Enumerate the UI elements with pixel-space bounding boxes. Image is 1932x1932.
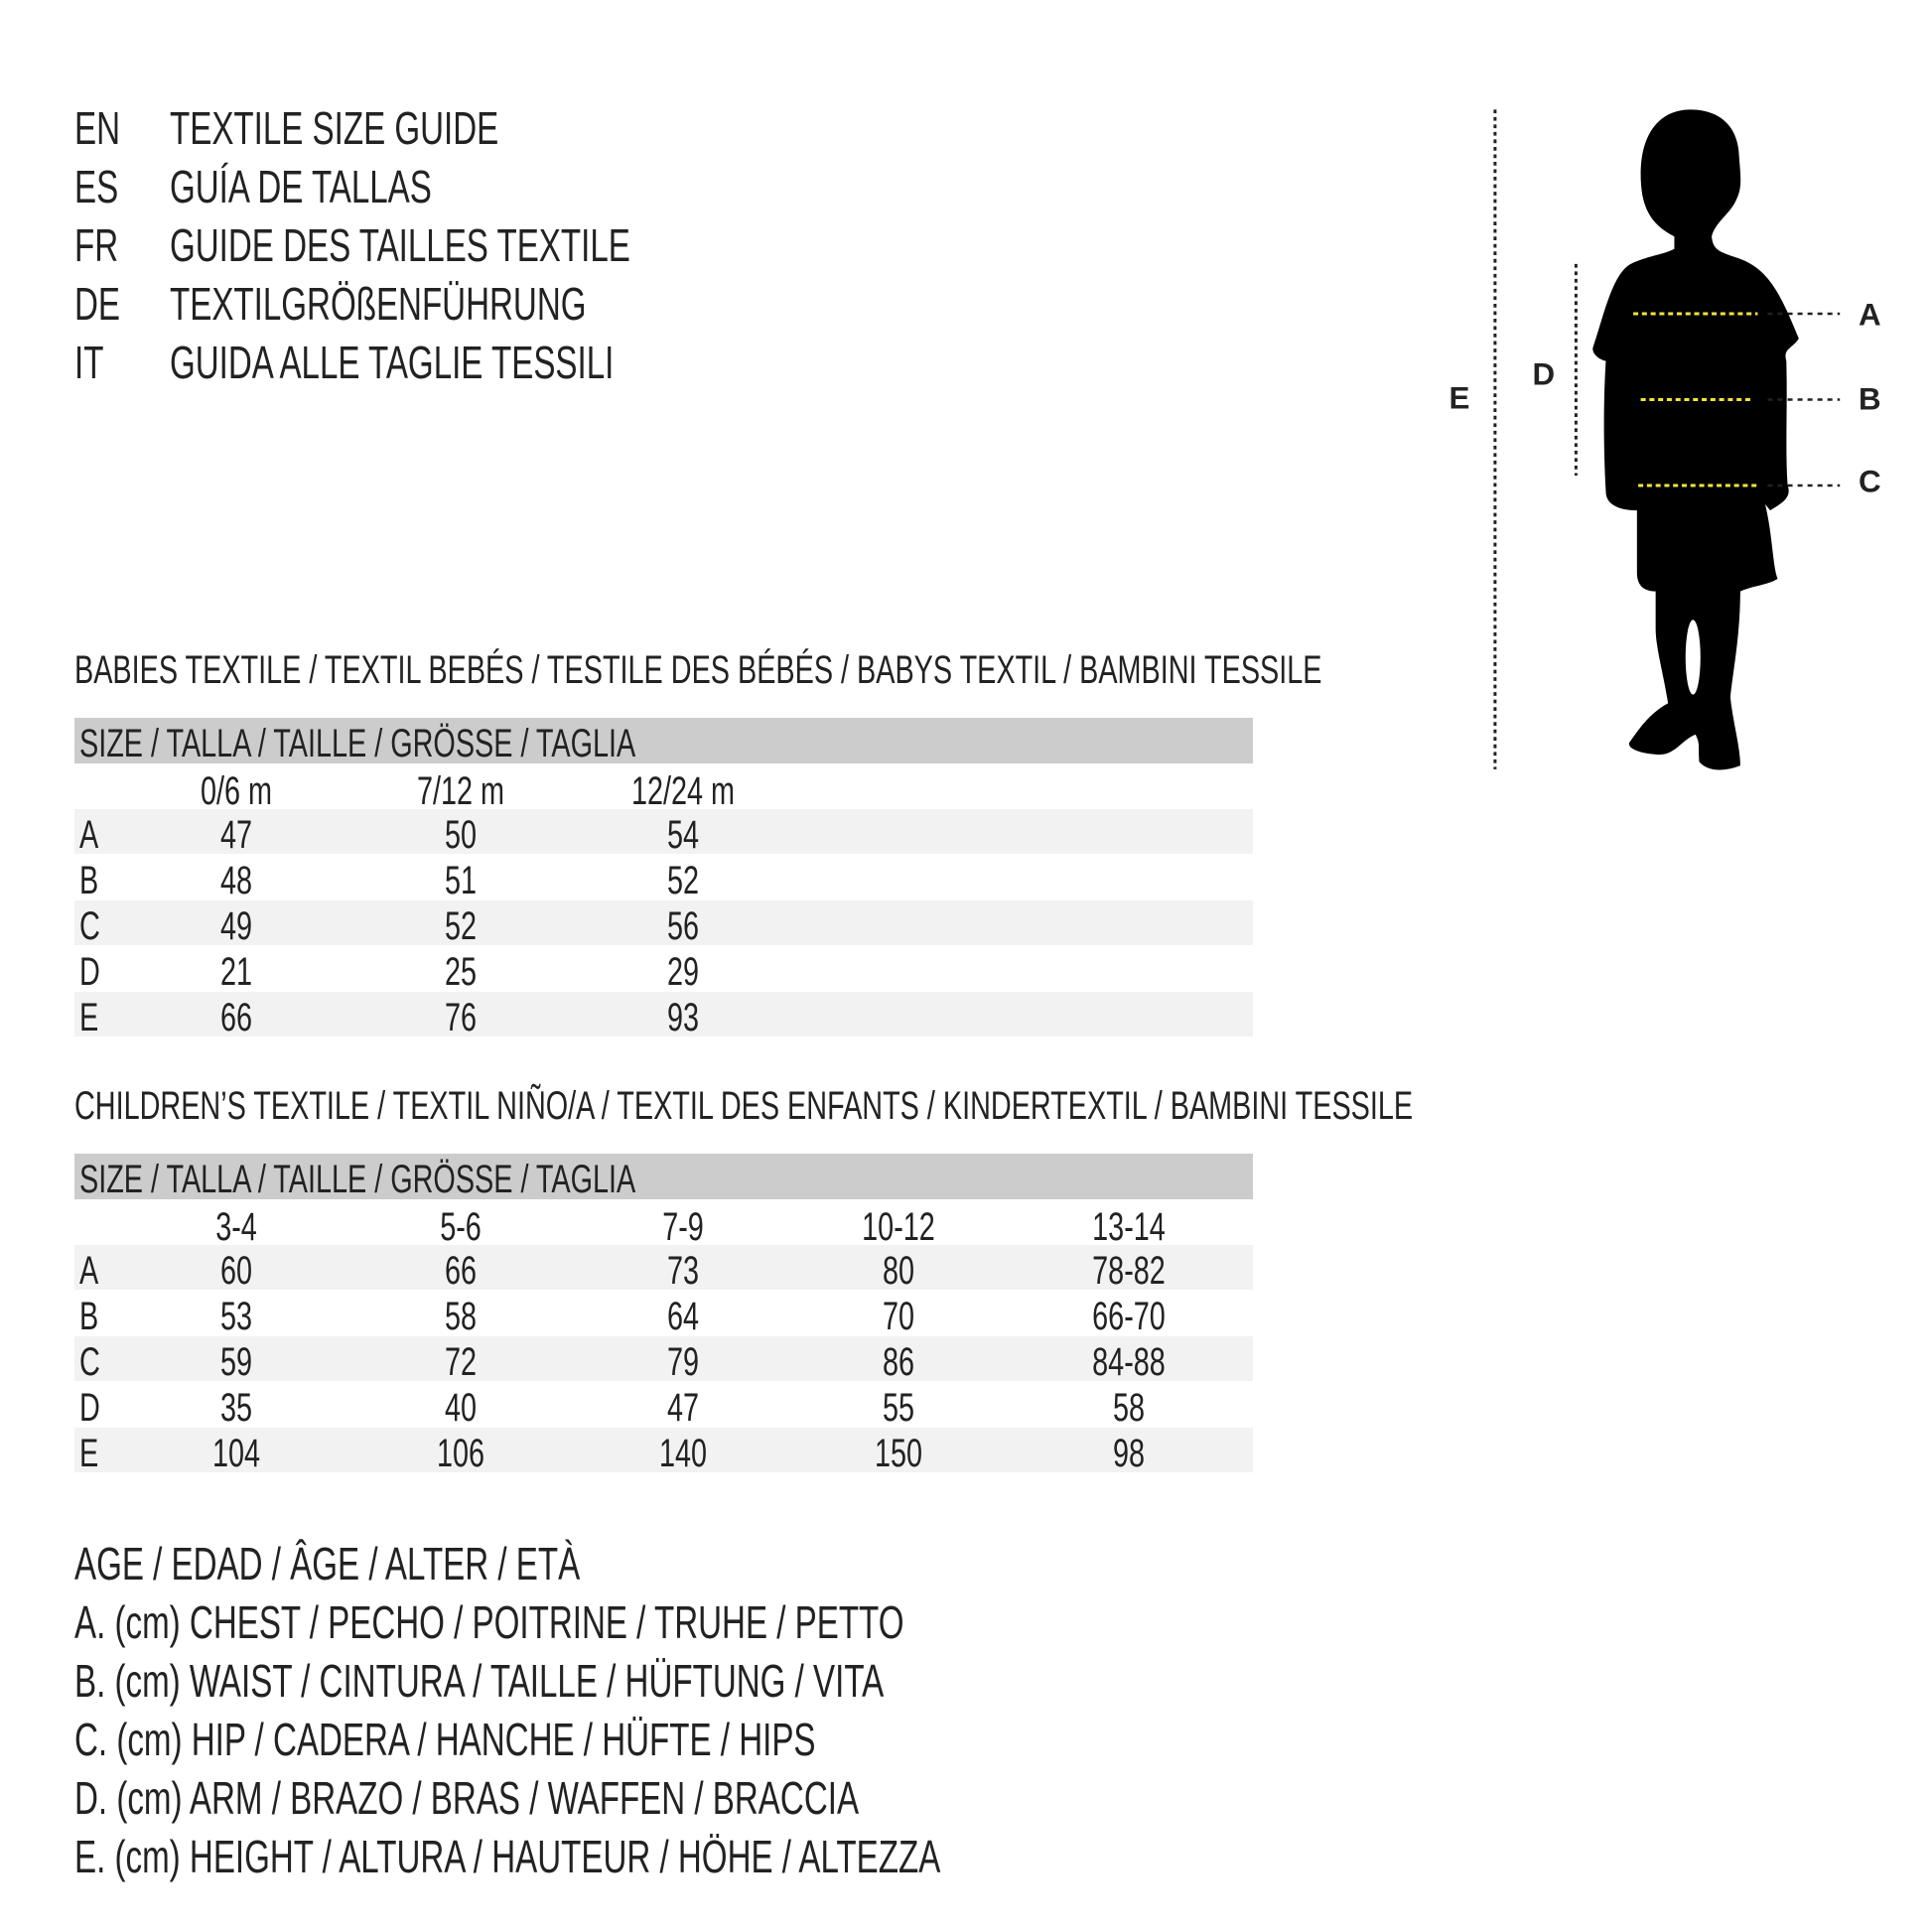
table-cell: 48 bbox=[219, 859, 253, 902]
table-cell: 150 bbox=[874, 1432, 923, 1475]
table-cell: 64 bbox=[666, 1295, 700, 1338]
table-cell: 104 bbox=[211, 1432, 261, 1475]
row-label: B bbox=[79, 859, 99, 902]
column-header: 3-4 bbox=[215, 1205, 257, 1249]
guide-title: GUÍA DE TALLAS bbox=[170, 161, 432, 212]
table-cell: 70 bbox=[882, 1295, 915, 1338]
child-silhouette bbox=[1592, 109, 1799, 770]
language-code: EN bbox=[74, 102, 121, 154]
table-cell: 52 bbox=[666, 859, 700, 902]
table-cell: 98 bbox=[1112, 1432, 1146, 1475]
column-header: 5-6 bbox=[440, 1205, 482, 1249]
legend-line: E. (cm) HEIGHT / ALTURA / HAUTEUR / HÖHE… bbox=[74, 1831, 941, 1882]
legend-line: AGE / EDAD / ÂGE / ALTER / ETÀ bbox=[74, 1538, 581, 1589]
label-e: E bbox=[1449, 380, 1470, 415]
table-cell: 35 bbox=[219, 1386, 253, 1430]
column-header: 7-9 bbox=[662, 1205, 704, 1249]
row-label: A bbox=[79, 813, 99, 857]
row-label: B bbox=[79, 1295, 99, 1338]
legend-line: C. (cm) HIP / CADERA / HANCHE / HÜFTE / … bbox=[74, 1714, 816, 1765]
size-header-band bbox=[74, 718, 1253, 763]
legend-line: B. (cm) WAIST / CINTURA / TAILLE / HÜFTU… bbox=[74, 1655, 885, 1707]
guide-title: GUIDE DES TAILLES TEXTILE bbox=[170, 219, 630, 271]
row-stripe bbox=[74, 900, 1253, 945]
table-cell: 54 bbox=[666, 813, 700, 857]
label-a: A bbox=[1859, 297, 1881, 332]
table-cell: 60 bbox=[219, 1249, 253, 1293]
table-cell: 78-82 bbox=[1092, 1249, 1166, 1293]
label-c: C bbox=[1859, 464, 1881, 498]
table-cell: 51 bbox=[444, 859, 478, 902]
row-label: C bbox=[79, 1340, 100, 1384]
row-stripe bbox=[74, 809, 1253, 854]
table-cell: 50 bbox=[444, 813, 478, 857]
label-d: D bbox=[1533, 356, 1556, 391]
legend-line: D. (cm) ARM / BRAZO / BRAS / WAFFEN / BR… bbox=[74, 1772, 860, 1824]
table-cell: 79 bbox=[666, 1340, 700, 1384]
row-stripe bbox=[74, 1428, 1253, 1472]
language-code: DE bbox=[74, 278, 121, 330]
table-cell: 58 bbox=[1112, 1386, 1146, 1430]
column-header: 7/12 m bbox=[416, 769, 505, 813]
table-cell: 47 bbox=[666, 1386, 700, 1430]
table-cell: 21 bbox=[219, 950, 253, 994]
table-cell: 84-88 bbox=[1092, 1340, 1166, 1384]
table-cell: 58 bbox=[444, 1295, 478, 1338]
table-cell: 66 bbox=[444, 1249, 478, 1293]
table-cell: 76 bbox=[444, 996, 478, 1039]
language-code: IT bbox=[74, 337, 104, 388]
table-cell: 47 bbox=[219, 813, 253, 857]
leg-gap bbox=[1685, 620, 1701, 695]
size-label: SIZE / TALLA / TAILLE / GRÖSSE / TAGLIA bbox=[79, 1158, 636, 1201]
table-cell: 25 bbox=[444, 950, 478, 994]
table-cell: 140 bbox=[658, 1432, 708, 1475]
table-cell: 66-70 bbox=[1092, 1295, 1166, 1338]
legend-line: A. (cm) CHEST / PECHO / POITRINE / TRUHE… bbox=[74, 1596, 904, 1648]
label-b: B bbox=[1859, 382, 1881, 417]
table-cell: 29 bbox=[666, 950, 700, 994]
row-label: A bbox=[79, 1249, 99, 1293]
size-label: SIZE / TALLA / TAILLE / GRÖSSE / TAGLIA bbox=[79, 722, 636, 765]
table-cell: 59 bbox=[219, 1340, 253, 1384]
table-cell: 106 bbox=[436, 1432, 485, 1475]
guide-title: TEXTILGRÖßENFÜHRUNG bbox=[170, 278, 587, 330]
table-heading: BABIES TEXTILE / TEXTIL BEBÉS / TESTILE … bbox=[74, 648, 1322, 692]
guide-title: TEXTILE SIZE GUIDE bbox=[170, 102, 499, 154]
row-label: D bbox=[79, 950, 100, 994]
language-code: FR bbox=[74, 219, 119, 271]
row-label: E bbox=[79, 996, 99, 1039]
table-cell: 93 bbox=[666, 996, 700, 1039]
column-header: 13-14 bbox=[1092, 1205, 1166, 1249]
table-cell: 80 bbox=[882, 1249, 915, 1293]
table-cell: 49 bbox=[219, 904, 253, 948]
table-cell: 40 bbox=[444, 1386, 478, 1430]
row-label: D bbox=[79, 1386, 100, 1430]
table-cell: 55 bbox=[882, 1386, 915, 1430]
row-stripe bbox=[74, 1245, 1253, 1290]
column-header: 12/24 m bbox=[630, 769, 736, 813]
table-cell: 66 bbox=[219, 996, 253, 1039]
column-header: 10-12 bbox=[862, 1205, 935, 1249]
table-cell: 52 bbox=[444, 904, 478, 948]
size-header-band bbox=[74, 1154, 1253, 1199]
row-label: C bbox=[79, 904, 100, 948]
row-label: E bbox=[79, 1432, 99, 1475]
table-cell: 72 bbox=[444, 1340, 478, 1384]
row-stripe bbox=[74, 1336, 1253, 1381]
row-stripe bbox=[74, 992, 1253, 1036]
table-cell: 86 bbox=[882, 1340, 915, 1384]
guide-title: GUIDA ALLE TAGLIE TESSILI bbox=[170, 337, 615, 388]
table-cell: 53 bbox=[219, 1295, 253, 1338]
column-header: 0/6 m bbox=[200, 769, 273, 813]
table-heading: CHILDREN’S TEXTILE / TEXTIL NIÑO/A / TEX… bbox=[74, 1084, 1414, 1128]
language-code: ES bbox=[74, 161, 119, 212]
table-cell: 73 bbox=[666, 1249, 700, 1293]
table-cell: 56 bbox=[666, 904, 700, 948]
